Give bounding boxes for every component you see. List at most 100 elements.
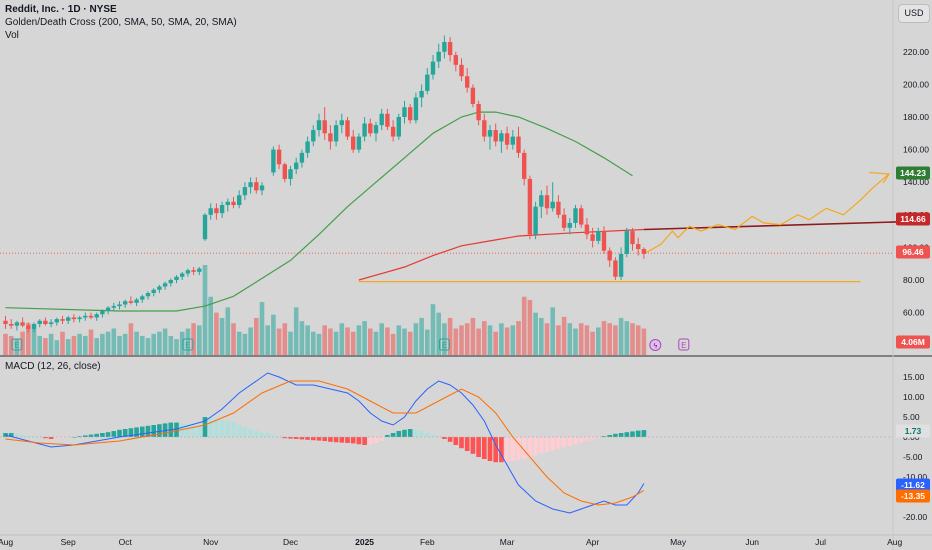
candle-body [168,280,173,284]
macd-layer [0,372,893,514]
time-tick-label: Aug [887,537,902,547]
volume-bar [459,325,464,355]
volume-bar [413,323,419,355]
candle-body [219,205,225,214]
candle-body [37,320,42,325]
volume-bar [436,312,441,355]
candle-body [60,319,65,321]
macd-histogram-bar [134,427,139,437]
sma200-price-label-bg [896,212,930,226]
macd-histogram-bar [590,437,595,440]
indicator-title[interactable]: Golden/Death Cross (200, SMA, 50, SMA, 2… [5,17,237,28]
volume-bar [162,328,168,355]
candle-body [128,301,134,303]
candle-body [242,187,248,196]
macd-histogram-bar [157,424,162,437]
candle-body [322,120,327,134]
volume-bar [407,331,413,355]
candle-body [596,231,601,241]
macd-histogram-bar [470,437,476,454]
volume-bar [516,321,521,355]
volume-title[interactable]: Vol [5,30,19,41]
volume-bar [567,323,573,355]
volume-bar [521,296,527,355]
volume-bar [527,299,533,355]
target-price-label-bg [896,166,930,180]
macd-histogram-bar [288,437,293,439]
macd-histogram-bar [48,437,54,439]
macd-histogram-bar [550,437,555,451]
macd-histogram-bar [179,423,185,437]
price-labels-layer: 144.23 114.66 96.46 4.06M 1.73 -11.62-13.35 [896,166,930,503]
candle-body [185,270,191,274]
macd-histogram-bar [556,437,561,449]
macd-histogram-bar [88,434,94,437]
macd-histogram-bar [202,417,208,437]
macd-histogram-bar [328,437,333,442]
macd-histogram-bar [83,435,88,437]
candle-body [482,120,487,137]
macd-histogram-bar [402,429,407,437]
macd-histogram-bar [504,437,510,462]
candle-body [231,201,236,206]
time-tick-label: Mar [500,537,515,547]
candle-body [134,299,139,303]
macd-title[interactable]: MACD (12, 26, close) [5,361,101,372]
currency-button[interactable]: USD [898,4,930,23]
candle-body [368,123,373,134]
macd-histogram-bar [573,437,578,445]
candle-body [339,120,344,126]
candle-body [522,152,527,179]
volume-bar [482,321,487,355]
time-tick-label: Sep [61,537,76,547]
candle-body [77,317,82,320]
macd-histogram-bar [493,437,498,463]
macd-histogram-bar [356,437,362,445]
candle-body [88,315,94,318]
series-line [643,220,918,231]
macd-tick-label: -10.00 [903,472,927,482]
volume-bar [134,331,139,355]
macd-histogram-bar [567,437,573,446]
candle-body [71,317,77,320]
candle-body [94,314,99,318]
volume-bar [111,328,117,355]
macd-histogram-bar [390,433,396,437]
macd-histogram-bar [459,437,464,449]
candle-body [333,125,339,142]
volume-bar [390,333,396,355]
volume-layer [3,265,647,355]
volume-bar [54,340,60,355]
price-tick-label: 200.00 [903,79,929,89]
candle-body [425,74,430,91]
macd-value-label: -11.62 [901,480,925,490]
volume-bar [470,317,476,355]
candle-body [202,214,208,240]
time-tick-label: Nov [203,537,219,547]
time-tick-label: Apr [586,537,599,547]
volume-bar [328,328,333,355]
volume-bar [3,333,8,355]
macd-histogram-bar [20,435,25,437]
candle-body [237,195,242,206]
macd-histogram-bar [561,437,567,448]
volume-bar [122,333,128,355]
volume-bar [77,333,82,355]
volume-bar [225,307,231,355]
candle-body [618,253,624,277]
price-tick-label: 60.00 [903,308,925,318]
price-tick-label: 220.00 [903,47,929,57]
macd-histogram-bar [584,437,590,441]
symbol-title[interactable]: Reddit, Inc. · 1D · NYSE [5,4,117,15]
candle-body [527,178,533,235]
volume-bar [151,333,156,355]
candle-body [328,133,333,142]
volume-bar [83,335,88,355]
candle-body [117,304,122,307]
volume-bar [578,323,584,355]
candle-body [20,322,25,326]
volume-bar [254,317,259,355]
